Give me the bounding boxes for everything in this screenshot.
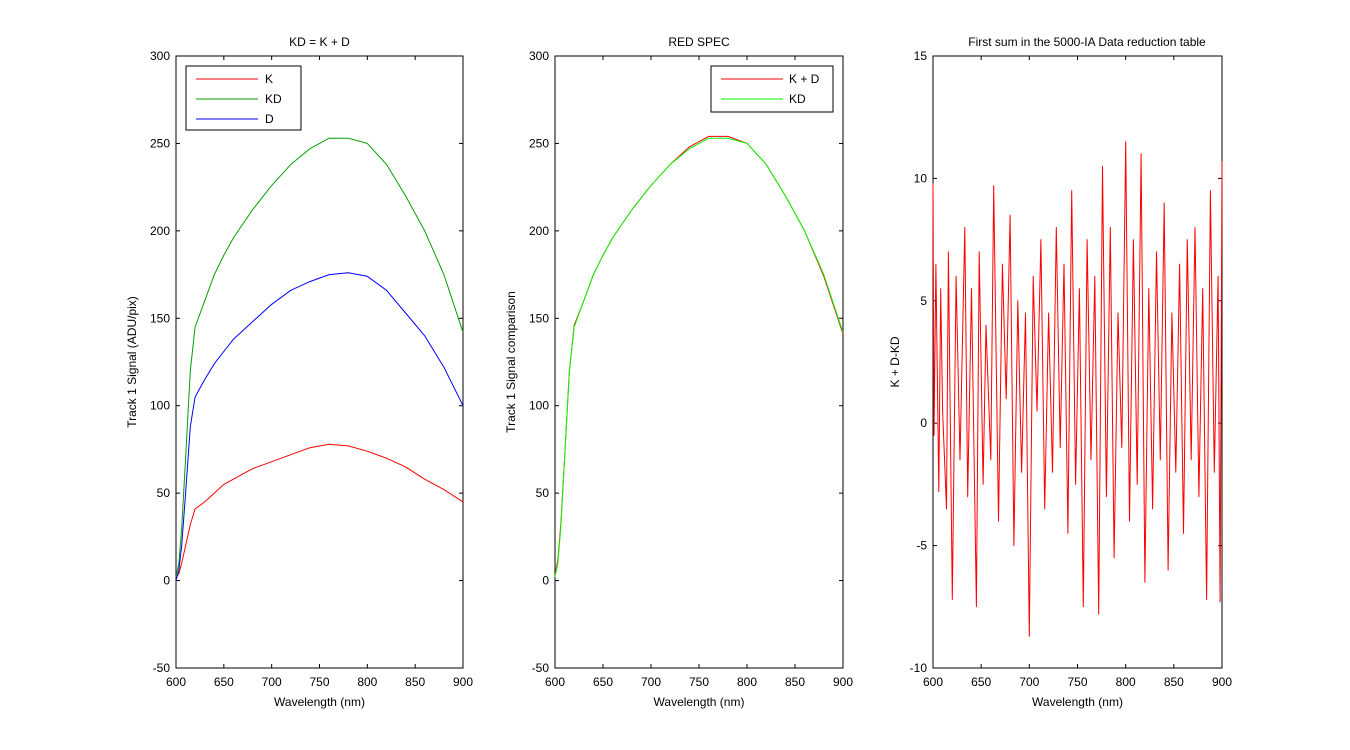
y-tick-label: 300	[529, 49, 549, 63]
y-tick-label: 0	[542, 574, 549, 588]
y-tick-label: 100	[150, 399, 170, 413]
y-tick-label: 50	[157, 486, 171, 500]
y-tick-label: -50	[153, 661, 171, 675]
x-tick-label: 800	[1116, 675, 1136, 689]
legend-label-kplusd: K + D	[789, 72, 820, 86]
x-tick-label: 850	[405, 675, 425, 689]
x-tick-label: 850	[785, 675, 805, 689]
x-tick-label: 750	[689, 675, 709, 689]
x-axis-label: Wavelength (nm)	[654, 695, 745, 709]
y-axis-label: Track 1 Signal comparison	[504, 291, 518, 433]
y-tick-label: 50	[536, 486, 550, 500]
y-tick-label: -50	[532, 661, 550, 675]
y-tick-label: 250	[150, 136, 170, 150]
x-tick-label: 600	[923, 675, 943, 689]
legend: K KD D	[186, 66, 301, 130]
x-axis-label: Wavelength (nm)	[274, 695, 365, 709]
x-tick-label: 600	[166, 675, 186, 689]
y-tick-label: 10	[914, 171, 928, 185]
x-tick-label: 650	[593, 675, 613, 689]
legend-label-kd: KD	[789, 92, 806, 106]
y-tick-label: 150	[529, 311, 549, 325]
legend-label-k: K	[265, 72, 273, 86]
x-tick-label: 750	[309, 675, 329, 689]
y-tick-label: 200	[150, 224, 170, 238]
panel-first-sum: First sum in the 5000-IA Data reduction …	[888, 35, 1232, 709]
x-tick-label: 700	[641, 675, 661, 689]
legend-label-d: D	[265, 112, 274, 126]
y-axis-label: K + D-KD	[888, 336, 902, 387]
panel-title: RED SPEC	[668, 35, 730, 49]
x-tick-label: 900	[1212, 675, 1232, 689]
plot-area	[176, 56, 463, 668]
panel-kd-k-d: KD = K + D Wavelength (nm) Track 1 Signa…	[125, 35, 473, 709]
x-tick-label: 900	[833, 675, 853, 689]
x-tick-label: 800	[357, 675, 377, 689]
x-axis-label: Wavelength (nm)	[1032, 695, 1123, 709]
y-tick-label: 250	[529, 136, 549, 150]
y-tick-label: -5	[916, 539, 927, 553]
legend: K + D KD	[711, 66, 833, 112]
x-tick-label: 600	[545, 675, 565, 689]
x-tick-label: 900	[453, 675, 473, 689]
y-tick-label: 300	[150, 49, 170, 63]
y-tick-label: 100	[529, 399, 549, 413]
x-tick-label: 750	[1067, 675, 1087, 689]
x-tick-label: 650	[214, 675, 234, 689]
panel-title: KD = K + D	[289, 35, 350, 49]
y-tick-label: -10	[910, 661, 928, 675]
y-tick-label: 0	[163, 574, 170, 588]
legend-label-kd: KD	[265, 92, 282, 106]
y-tick-label: 15	[914, 49, 928, 63]
x-tick-label: 700	[1019, 675, 1039, 689]
y-axis-label: Track 1 Signal (ADU/pix)	[125, 296, 139, 428]
y-tick-label: 150	[150, 311, 170, 325]
x-tick-label: 800	[737, 675, 757, 689]
plot-area	[555, 56, 843, 668]
panel-title: First sum in the 5000-IA Data reduction …	[968, 35, 1206, 49]
y-tick-label: 0	[920, 416, 927, 430]
x-tick-label: 650	[971, 675, 991, 689]
y-tick-label: 200	[529, 224, 549, 238]
x-tick-label: 700	[262, 675, 282, 689]
legend-box	[186, 66, 301, 130]
y-tick-label: 5	[920, 294, 927, 308]
panel-red-spec: RED SPEC Wavelength (nm) Track 1 Signal …	[504, 35, 853, 709]
x-tick-label: 850	[1164, 675, 1184, 689]
